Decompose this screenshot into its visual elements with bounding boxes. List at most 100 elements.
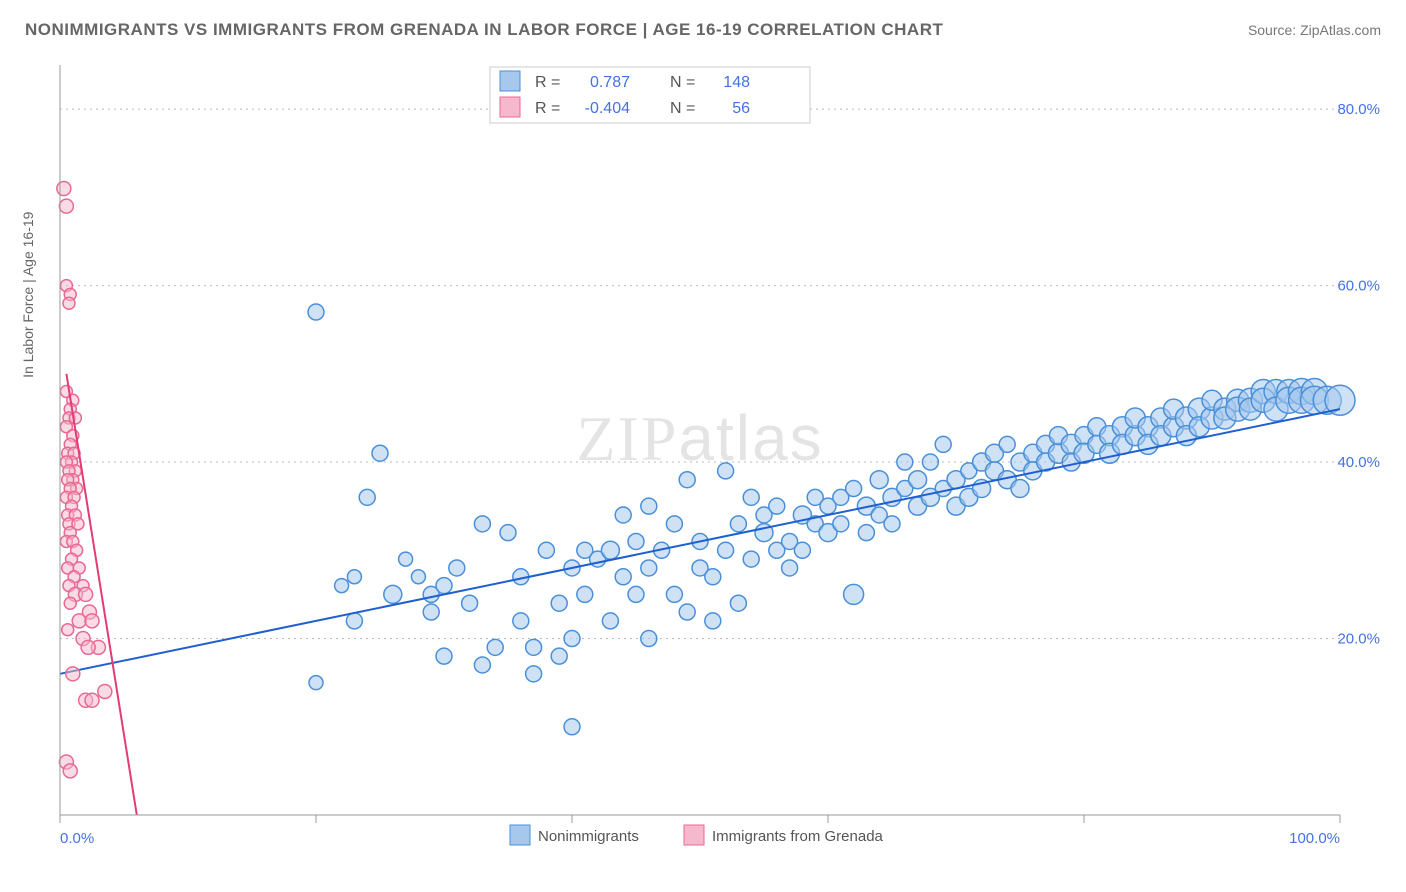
data-point (718, 463, 734, 479)
data-point (679, 604, 695, 620)
data-point (346, 613, 362, 629)
data-point (98, 684, 112, 698)
data-point (564, 719, 580, 735)
source-label: Source: (1248, 22, 1296, 38)
title-bar: NONIMMIGRANTS VS IMMIGRANTS FROM GRENADA… (25, 20, 1381, 40)
data-point (335, 579, 349, 593)
svg-text:60.0%: 60.0% (1337, 278, 1380, 295)
data-point (462, 595, 478, 611)
data-point (641, 560, 657, 576)
data-point (487, 639, 503, 655)
data-point (577, 586, 593, 602)
data-point (372, 445, 388, 461)
data-point (436, 578, 452, 594)
data-point (999, 436, 1015, 452)
data-point (474, 516, 490, 532)
data-point (794, 542, 810, 558)
correlation-chart: 20.0% 40.0% 60.0% 80.0% ZIPatlas 0.0% 100.0% R … (50, 55, 1386, 867)
svg-text:0.0%: 0.0% (60, 830, 94, 847)
data-point (884, 516, 900, 532)
data-point (935, 436, 951, 452)
svg-text:ZIPatlas: ZIPatlas (576, 402, 823, 474)
data-point (769, 498, 785, 514)
data-point (897, 454, 913, 470)
y-axis-label: In Labor Force | Age 16-19 (20, 212, 36, 378)
svg-text:-0.404: -0.404 (585, 100, 630, 117)
legend-swatch (510, 825, 530, 845)
data-point (846, 481, 862, 497)
data-point (844, 584, 864, 604)
data-point (615, 507, 631, 523)
data-point (705, 569, 721, 585)
data-point (538, 542, 554, 558)
data-point (513, 613, 529, 629)
data-point (909, 471, 927, 489)
data-point (628, 533, 644, 549)
data-point (870, 471, 888, 489)
legend-label: Nonimmigrants (538, 828, 639, 845)
data-point (59, 199, 73, 213)
svg-text:N =: N = (670, 100, 695, 117)
data-point (833, 516, 849, 532)
data-point (66, 667, 80, 681)
data-point (423, 604, 439, 620)
legend-swatch (684, 825, 704, 845)
svg-text:0.787: 0.787 (590, 74, 630, 91)
data-point (705, 613, 721, 629)
data-point (730, 595, 746, 611)
data-point (641, 498, 657, 514)
svg-text:56: 56 (732, 100, 750, 117)
data-point (602, 613, 618, 629)
data-point (85, 614, 99, 628)
data-point (551, 648, 567, 664)
data-point (628, 586, 644, 602)
data-point (347, 570, 361, 584)
data-point (81, 640, 95, 654)
data-point (782, 560, 798, 576)
source-attribution: Source: ZipAtlas.com (1248, 22, 1381, 38)
data-point (309, 676, 323, 690)
data-point (308, 304, 324, 320)
data-point (359, 489, 375, 505)
chart-container: In Labor Force | Age 16-19 20.0%40.0%60.… (50, 55, 1386, 867)
data-point (922, 454, 938, 470)
data-point (57, 182, 71, 196)
data-point (63, 764, 77, 778)
svg-text:R =: R = (535, 74, 560, 91)
data-point (666, 516, 682, 532)
svg-text:N =: N = (670, 74, 695, 91)
data-point (743, 489, 759, 505)
data-point (666, 586, 682, 602)
data-point (62, 624, 74, 636)
data-point (500, 525, 516, 541)
data-point (743, 551, 759, 567)
svg-text:80.0%: 80.0% (1337, 101, 1380, 118)
svg-text:100.0%: 100.0% (1289, 830, 1340, 847)
chart-title: NONIMMIGRANTS VS IMMIGRANTS FROM GRENADA… (25, 20, 943, 40)
data-point (1011, 480, 1029, 498)
data-point (564, 631, 580, 647)
data-point (601, 541, 619, 559)
data-point (449, 560, 465, 576)
svg-text:148: 148 (723, 74, 750, 91)
data-point (474, 657, 490, 673)
data-point (730, 516, 746, 532)
data-point (526, 666, 542, 682)
data-point (85, 693, 99, 707)
data-point (384, 585, 402, 603)
data-point (615, 569, 631, 585)
data-point (641, 631, 657, 647)
data-point (72, 614, 86, 628)
data-point (526, 639, 542, 655)
data-point (64, 597, 76, 609)
svg-text:20.0%: 20.0% (1337, 631, 1380, 648)
svg-text:R =: R = (535, 100, 560, 117)
data-point (399, 552, 413, 566)
source-link[interactable]: ZipAtlas.com (1300, 22, 1381, 38)
data-point (63, 297, 75, 309)
data-point (79, 587, 93, 601)
data-point (411, 570, 425, 584)
svg-text:40.0%: 40.0% (1337, 454, 1380, 471)
data-point (551, 595, 567, 611)
data-point (718, 542, 734, 558)
